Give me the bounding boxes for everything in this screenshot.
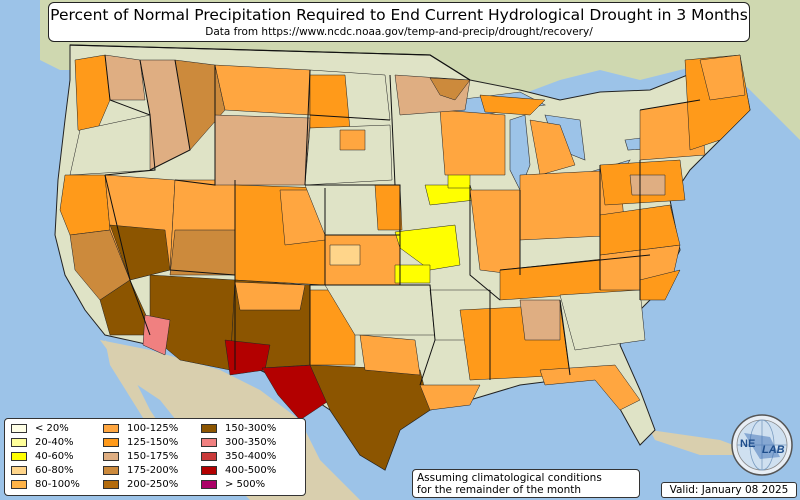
legend-item: < 20%	[11, 423, 69, 435]
logo-text-left: NE	[740, 438, 755, 450]
assumption-note: Assuming climatological conditions for t…	[412, 469, 640, 498]
map-title: Percent of Normal Precipitation Required…	[50, 6, 748, 24]
legend: < 20% 20-40% 40-60% 60-80% 80-100% 100-1…	[4, 418, 306, 496]
region-ks-yellow	[394, 264, 431, 284]
region-mt-east	[214, 64, 311, 116]
legend-swatch	[103, 451, 119, 461]
region-mi	[529, 119, 576, 176]
legend-swatch	[201, 437, 217, 447]
legend-item: 150-175%	[103, 451, 178, 463]
region-fl	[539, 364, 641, 411]
valid-date: Valid: January 08 2025	[661, 482, 797, 498]
region-mi-up	[479, 94, 546, 116]
legend-item: 350-400%	[201, 451, 276, 463]
region-az-sw	[142, 314, 171, 356]
legend-label: 350-400%	[225, 451, 277, 462]
legend-item: 60-80%	[11, 465, 74, 477]
region-ga-sc	[559, 289, 646, 351]
nexlab-globe-icon: NE LAB	[731, 414, 793, 476]
legend-swatch	[11, 451, 27, 461]
canada-border	[69, 44, 471, 81]
legend-label: 300-350%	[225, 437, 277, 448]
legend-item: 40-60%	[11, 451, 74, 463]
region-tx	[309, 364, 431, 471]
region-mn-ne	[429, 77, 471, 101]
legend-label: 60-80%	[35, 465, 74, 476]
region-me	[699, 54, 746, 101]
legend-label: 100-125%	[127, 423, 179, 434]
legend-swatch	[201, 479, 217, 489]
legend-item: 150-300%	[201, 423, 276, 435]
region-tx-west	[261, 364, 331, 421]
region-nm-north	[234, 281, 306, 311]
legend-item: 300-350%	[201, 437, 276, 449]
region-wa-east	[104, 54, 146, 101]
region-sd-east	[339, 129, 366, 151]
note-line-2: for the remainder of the month	[417, 484, 582, 496]
legend-label: 200-250%	[127, 479, 179, 490]
legend-swatch	[11, 465, 27, 475]
legend-swatch	[103, 465, 119, 475]
logo-text-right: LAB	[762, 444, 785, 456]
legend-item: 125-150%	[103, 437, 178, 449]
legend-item: 175-200%	[103, 465, 178, 477]
map-subtitle: Data from https://www.ncdc.noaa.gov/temp…	[205, 26, 593, 38]
region-wy	[214, 114, 311, 186]
region-ca-north	[59, 174, 111, 236]
legend-item: 400-500%	[201, 465, 276, 477]
title-box: Percent of Normal Precipitation Required…	[48, 2, 750, 42]
legend-label: 400-500%	[225, 465, 277, 476]
legend-label: 125-150%	[127, 437, 179, 448]
region-gulf-coast	[419, 384, 481, 411]
legend-label: 150-300%	[225, 423, 277, 434]
region-pa-central	[629, 174, 666, 196]
legend-swatch	[201, 423, 217, 433]
legend-item: 100-125%	[103, 423, 178, 435]
legend-label: 150-175%	[127, 451, 179, 462]
region-nd-west	[309, 74, 351, 131]
region-ut-south	[169, 229, 236, 276]
legend-label: 20-40%	[35, 437, 74, 448]
legend-item: 200-250%	[103, 479, 178, 491]
legend-swatch	[11, 423, 27, 433]
legend-item: 20-40%	[11, 437, 74, 449]
legend-label: > 500%	[225, 479, 266, 490]
region-sd	[304, 124, 393, 186]
legend-swatch	[201, 451, 217, 461]
region-al-ga	[519, 299, 561, 341]
legend-swatch	[103, 423, 119, 433]
region-wa-west	[74, 54, 111, 136]
legend-item: > 500%	[201, 479, 265, 491]
legend-swatch	[103, 437, 119, 447]
legend-swatch	[201, 465, 217, 475]
region-wi	[439, 109, 506, 176]
region-mo-yellow	[394, 224, 461, 271]
legend-swatch	[103, 479, 119, 489]
region-ne-east	[374, 184, 403, 231]
region-tx-east	[359, 334, 421, 376]
legend-label: 40-60%	[35, 451, 74, 462]
legend-swatch	[11, 437, 27, 447]
legend-swatch	[11, 479, 27, 489]
legend-label: 80-100%	[35, 479, 80, 490]
legend-item: 80-100%	[11, 479, 80, 491]
state-borders	[104, 54, 701, 386]
region-ks-west	[329, 244, 361, 266]
note-line-1: Assuming climatological conditions	[417, 472, 602, 484]
legend-label: < 20%	[35, 423, 69, 434]
legend-label: 175-200%	[127, 465, 179, 476]
